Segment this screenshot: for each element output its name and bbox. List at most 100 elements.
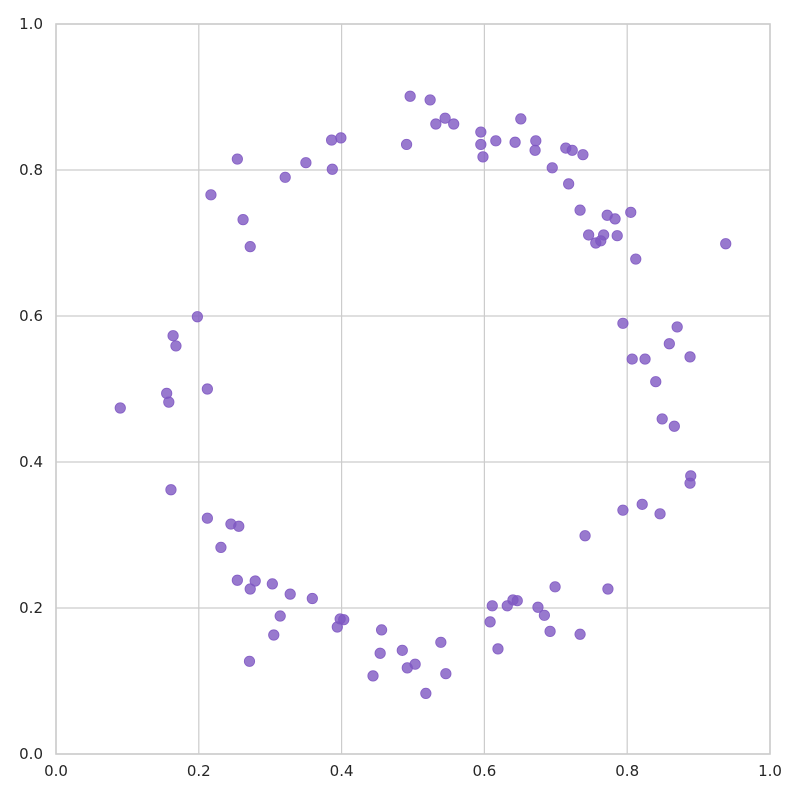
data-point bbox=[625, 206, 637, 218]
data-point bbox=[617, 504, 629, 516]
data-point bbox=[396, 644, 408, 656]
data-point bbox=[720, 238, 732, 250]
data-point bbox=[639, 353, 651, 365]
data-point bbox=[165, 484, 177, 496]
data-point bbox=[163, 396, 175, 408]
data-point bbox=[530, 135, 542, 147]
y-tick-label: 0.2 bbox=[19, 599, 43, 617]
data-point bbox=[538, 609, 550, 621]
data-point bbox=[201, 512, 213, 524]
data-point bbox=[274, 610, 286, 622]
y-tick-label: 0.4 bbox=[19, 453, 43, 471]
data-point bbox=[484, 616, 496, 628]
plot-area bbox=[56, 24, 770, 754]
data-point bbox=[374, 647, 386, 659]
data-point bbox=[684, 477, 696, 489]
data-point bbox=[546, 162, 558, 174]
data-point bbox=[617, 317, 629, 329]
data-point bbox=[574, 204, 586, 216]
data-point bbox=[486, 600, 498, 612]
data-point bbox=[609, 213, 621, 225]
data-point bbox=[475, 138, 487, 151]
data-point bbox=[602, 583, 614, 595]
data-point bbox=[237, 214, 249, 226]
x-tick-label: 0.4 bbox=[330, 762, 354, 780]
data-point bbox=[663, 338, 675, 350]
data-point bbox=[231, 574, 243, 586]
data-point bbox=[477, 151, 489, 163]
data-point bbox=[511, 595, 523, 607]
data-point bbox=[574, 628, 586, 640]
y-tick-label: 0.0 bbox=[19, 745, 43, 763]
data-point bbox=[529, 144, 541, 156]
y-axis-ticks: 0.0 0.2 0.4 0.6 0.8 1.0 bbox=[19, 15, 43, 763]
scatter-points bbox=[114, 90, 732, 700]
x-tick-label: 1.0 bbox=[758, 762, 782, 780]
data-point bbox=[167, 330, 179, 342]
data-point bbox=[338, 614, 350, 626]
data-point bbox=[583, 229, 595, 241]
data-point bbox=[244, 241, 256, 253]
data-point bbox=[668, 420, 680, 432]
data-point bbox=[266, 578, 278, 590]
y-tick-label: 0.6 bbox=[19, 307, 43, 325]
data-point bbox=[268, 629, 280, 641]
data-point bbox=[326, 134, 338, 146]
data-point bbox=[577, 149, 589, 161]
data-point bbox=[409, 658, 421, 670]
data-point bbox=[205, 189, 217, 201]
data-point bbox=[515, 113, 527, 125]
data-point bbox=[611, 230, 623, 242]
data-point bbox=[654, 508, 666, 520]
data-point bbox=[566, 144, 578, 156]
data-point bbox=[300, 157, 312, 169]
x-tick-label: 0.6 bbox=[472, 762, 496, 780]
data-point bbox=[279, 171, 291, 183]
y-tick-label: 1.0 bbox=[19, 15, 43, 33]
data-point bbox=[404, 90, 416, 102]
data-point bbox=[335, 132, 347, 144]
data-point bbox=[231, 153, 243, 165]
data-point bbox=[650, 376, 662, 388]
x-tick-label: 0.8 bbox=[615, 762, 639, 780]
data-point bbox=[684, 351, 696, 363]
data-point bbox=[400, 138, 413, 151]
data-point bbox=[626, 353, 638, 365]
data-point bbox=[630, 253, 642, 265]
data-point bbox=[367, 670, 379, 682]
data-point bbox=[244, 583, 256, 595]
data-point bbox=[671, 321, 683, 333]
data-point bbox=[170, 340, 182, 352]
x-axis-ticks: 0.0 0.2 0.4 0.6 0.8 1.0 bbox=[44, 762, 782, 780]
data-point bbox=[544, 625, 556, 637]
data-point bbox=[306, 592, 318, 605]
data-point bbox=[243, 655, 256, 667]
data-point bbox=[579, 530, 591, 542]
data-point bbox=[375, 624, 388, 636]
data-point bbox=[191, 311, 203, 323]
data-point bbox=[448, 118, 460, 130]
data-point bbox=[490, 135, 502, 147]
data-point bbox=[249, 575, 261, 587]
data-point bbox=[475, 126, 487, 138]
plot-frame bbox=[55, 23, 771, 755]
data-point bbox=[492, 643, 504, 655]
data-point bbox=[215, 541, 227, 554]
x-tick-label: 0.0 bbox=[44, 762, 68, 780]
data-point bbox=[440, 668, 452, 680]
data-point bbox=[430, 118, 442, 130]
data-point bbox=[563, 178, 575, 190]
data-point bbox=[656, 413, 668, 425]
data-point bbox=[326, 163, 338, 175]
data-point bbox=[435, 636, 447, 648]
data-point bbox=[549, 581, 561, 593]
data-point bbox=[420, 687, 432, 700]
y-tick-label: 0.8 bbox=[19, 161, 43, 179]
data-point bbox=[439, 112, 451, 124]
data-point bbox=[201, 383, 213, 395]
x-tick-label: 0.2 bbox=[187, 762, 211, 780]
data-point bbox=[284, 588, 296, 600]
data-point bbox=[532, 601, 544, 613]
data-point bbox=[331, 621, 343, 633]
